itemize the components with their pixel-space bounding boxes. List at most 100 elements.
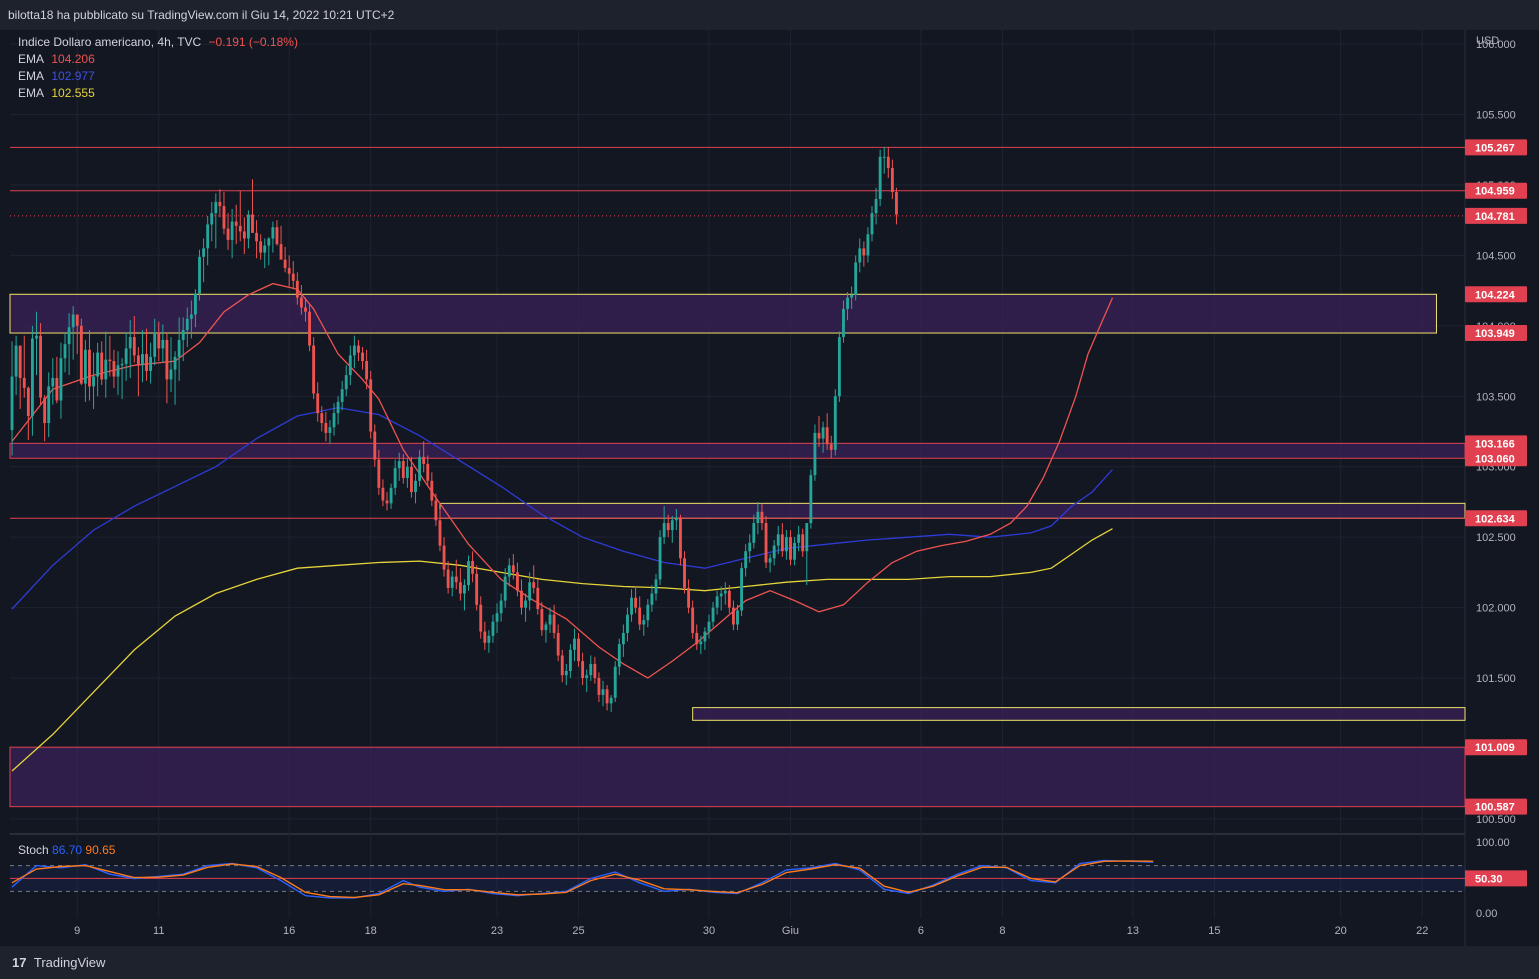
candle-body bbox=[454, 576, 458, 583]
candle bbox=[666, 514, 670, 538]
candle bbox=[511, 554, 515, 580]
candle bbox=[507, 558, 511, 587]
candle bbox=[703, 627, 707, 650]
candle bbox=[540, 601, 544, 636]
candle-body bbox=[760, 511, 764, 524]
candle bbox=[242, 217, 246, 254]
candle bbox=[463, 579, 466, 611]
candle bbox=[736, 604, 739, 631]
candle bbox=[825, 413, 829, 450]
candle bbox=[532, 565, 536, 594]
candle-body bbox=[393, 468, 397, 488]
chart-background bbox=[0, 30, 1539, 946]
tradingview-logo[interactable]: 17 TradingView bbox=[12, 955, 105, 970]
candle bbox=[104, 331, 108, 398]
candle bbox=[642, 614, 646, 636]
candle bbox=[173, 351, 177, 405]
candle-body bbox=[410, 466, 413, 493]
candle-body bbox=[536, 587, 540, 610]
candle-body bbox=[613, 666, 617, 698]
candle bbox=[691, 600, 695, 639]
candle-body bbox=[181, 330, 185, 340]
candle-body bbox=[556, 632, 560, 656]
legend-symbol: Indice Dollaro americano, 4h, TVC bbox=[18, 35, 202, 49]
candle-body bbox=[401, 461, 405, 478]
candle-body bbox=[22, 377, 26, 388]
candle-body bbox=[695, 632, 699, 645]
candle-body bbox=[674, 517, 678, 521]
candle bbox=[30, 325, 34, 436]
candle bbox=[458, 568, 462, 601]
price-tag: 104.959 bbox=[1465, 182, 1527, 199]
tradingview-logo-icon: 17 bbox=[12, 955, 27, 970]
candle-body bbox=[59, 358, 63, 401]
candle bbox=[401, 454, 405, 484]
price-tag-bg bbox=[1465, 739, 1527, 756]
x-tick-label: 18 bbox=[365, 925, 377, 937]
candle bbox=[304, 297, 307, 322]
candle bbox=[658, 530, 662, 586]
candle-body bbox=[679, 517, 682, 559]
candle bbox=[858, 238, 862, 273]
candle-body bbox=[304, 307, 307, 312]
candle bbox=[55, 356, 59, 404]
candle bbox=[719, 586, 723, 611]
candle-body bbox=[373, 431, 377, 460]
candle-body bbox=[226, 228, 230, 240]
candle bbox=[259, 234, 263, 260]
candle bbox=[577, 632, 580, 667]
candle-body bbox=[153, 332, 157, 357]
candle bbox=[613, 661, 617, 702]
candle bbox=[336, 396, 340, 425]
candle-body bbox=[30, 338, 34, 417]
x-tick-label: 9 bbox=[74, 925, 80, 937]
stoch-d-value: 90.65 bbox=[85, 843, 116, 857]
candle-body bbox=[340, 389, 344, 402]
candle bbox=[601, 680, 605, 707]
candle bbox=[214, 193, 218, 249]
candle-body bbox=[699, 641, 703, 645]
candle-body bbox=[385, 500, 389, 504]
candle bbox=[813, 424, 817, 481]
candle bbox=[279, 225, 283, 260]
candle bbox=[377, 449, 381, 495]
candle-body bbox=[515, 572, 519, 591]
candle bbox=[870, 206, 874, 242]
zone-1005 bbox=[9, 746, 1466, 808]
x-tick-label: 20 bbox=[1335, 925, 1347, 937]
candle bbox=[593, 656, 597, 684]
candle bbox=[418, 449, 422, 487]
stoch-label: Stoch bbox=[18, 843, 49, 857]
candle-body bbox=[279, 244, 283, 260]
candle-body bbox=[691, 607, 695, 633]
price-chart[interactable]: 9 11 16 18 23 25 30 Giu 6 8 13 15 20 22 106.000 105.500… bbox=[0, 30, 1539, 946]
price-tag-label: 104.959 bbox=[1475, 186, 1515, 198]
candle bbox=[308, 304, 311, 352]
candle-body bbox=[259, 241, 263, 253]
candle bbox=[446, 561, 450, 594]
candle-body bbox=[483, 631, 487, 643]
x-tick-label: 11 bbox=[153, 925, 164, 937]
candle-body bbox=[357, 345, 360, 353]
candle bbox=[238, 190, 242, 242]
zone-1027 bbox=[439, 502, 1466, 519]
candle-body bbox=[862, 248, 866, 256]
candle bbox=[646, 599, 650, 628]
candle bbox=[662, 506, 666, 545]
candle bbox=[548, 607, 552, 633]
stoch-k-line bbox=[11, 859, 1154, 899]
candle-body bbox=[283, 259, 287, 269]
candle bbox=[365, 349, 369, 390]
zone-104 bbox=[9, 293, 1437, 334]
candle-body bbox=[585, 675, 589, 679]
price-tag: 102.634 bbox=[1465, 510, 1527, 527]
price-tag-bg bbox=[1465, 286, 1527, 303]
candle-body bbox=[458, 582, 462, 594]
candle bbox=[59, 342, 63, 419]
candle bbox=[829, 435, 833, 459]
candle-body bbox=[756, 511, 760, 524]
candle-body bbox=[83, 349, 87, 384]
candle-body bbox=[463, 585, 466, 594]
candle-body bbox=[552, 614, 556, 633]
candle-body bbox=[813, 432, 817, 476]
